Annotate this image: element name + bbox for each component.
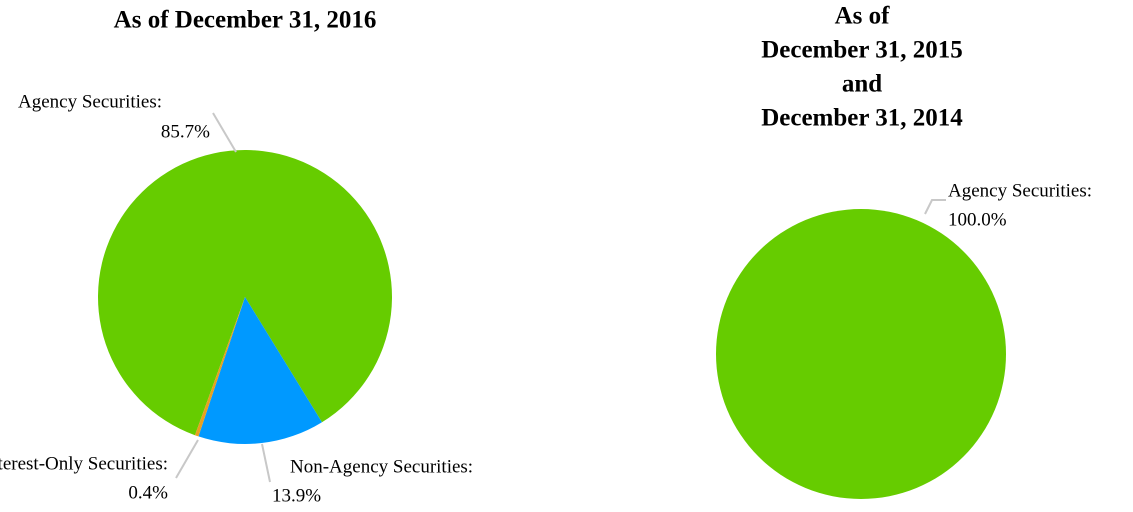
leader-line: [212, 112, 237, 153]
data-label-value: 85.7%: [161, 121, 210, 142]
data-label-value: 13.9%: [272, 485, 321, 506]
pie-slice: [198, 297, 322, 444]
data-label-name: Agency Securities:: [948, 180, 1092, 201]
leader-line: [924, 199, 946, 215]
pie-chart: As of December 31, 2015 and December 31, 20…: [716, 3, 1092, 499]
data-label-value: 100.0%: [948, 209, 1007, 230]
chart-title: December 31, 2014: [761, 105, 963, 132]
data-label-name: Agency Securities:: [18, 91, 162, 112]
chart-title: December 31, 2015: [761, 37, 963, 64]
pie-chart: As of December 31, 2016 Agency Securities…: [0, 7, 473, 507]
pie-slice: [98, 150, 393, 436]
chart-title: As of: [835, 3, 891, 30]
leader-line: [261, 443, 271, 483]
chart-title: and: [842, 71, 882, 98]
leader-line: [175, 439, 199, 479]
chart-title: As of December 31, 2016: [114, 7, 377, 34]
data-label-name: Interest-Only Securities:: [0, 453, 168, 474]
pie-slice: [716, 209, 1006, 499]
data-label-value: 0.4%: [128, 482, 168, 503]
pie-slice: [194, 297, 245, 437]
data-label-name: Non-Agency Securities:: [290, 456, 473, 477]
